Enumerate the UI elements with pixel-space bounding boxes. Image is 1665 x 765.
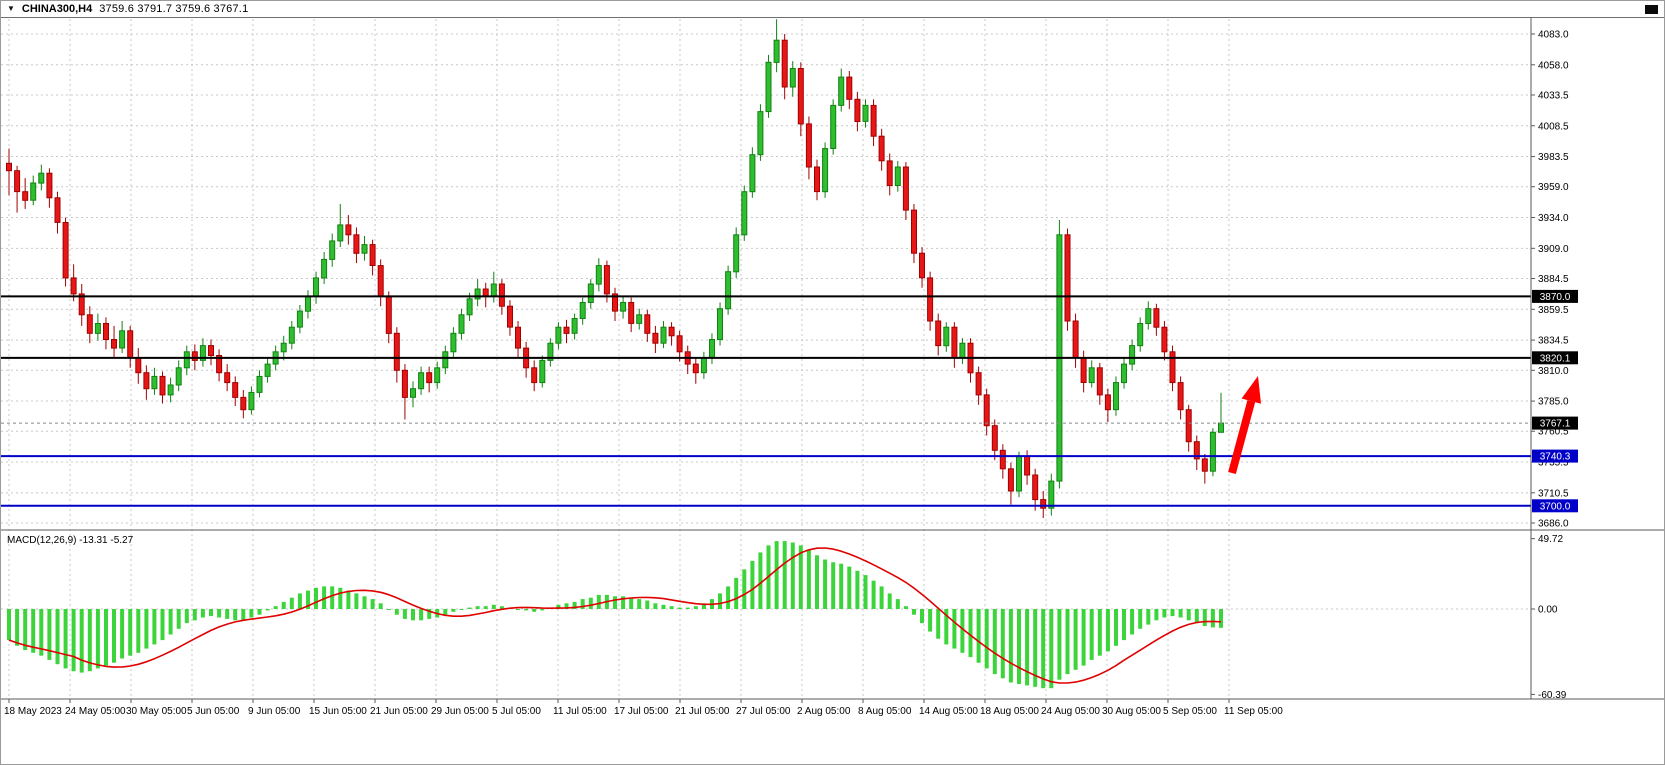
svg-text:30 Aug 05:00: 30 Aug 05:00 bbox=[1102, 706, 1161, 717]
svg-text:21 Jun 05:00: 21 Jun 05:00 bbox=[370, 706, 428, 717]
svg-text:14 Aug 05:00: 14 Aug 05:00 bbox=[919, 706, 978, 717]
svg-text:3884.5: 3884.5 bbox=[1538, 274, 1569, 285]
svg-text:3909.0: 3909.0 bbox=[1538, 244, 1569, 255]
svg-text:3820.1: 3820.1 bbox=[1540, 353, 1571, 364]
svg-text:5 Jul 05:00: 5 Jul 05:00 bbox=[492, 706, 541, 717]
svg-text:3810.0: 3810.0 bbox=[1538, 366, 1569, 377]
macd-signal-line bbox=[8, 547, 1222, 684]
svg-text:4058.0: 4058.0 bbox=[1538, 60, 1569, 71]
svg-text:18 Aug 05:00: 18 Aug 05:00 bbox=[980, 706, 1039, 717]
svg-text:24 Aug 05:00: 24 Aug 05:00 bbox=[1041, 706, 1100, 717]
svg-text:3710.5: 3710.5 bbox=[1538, 488, 1569, 499]
svg-text:3760.5: 3760.5 bbox=[1538, 427, 1569, 438]
svg-text:49.72: 49.72 bbox=[1538, 534, 1563, 545]
time-axis-labels: 18 May 2023 24 May 05:00 30 May 05:00 5 Jun… bbox=[4, 699, 1283, 717]
window-control-square[interactable] bbox=[1645, 4, 1658, 14]
svg-text:11 Jul 05:00: 11 Jul 05:00 bbox=[553, 706, 607, 717]
chart-header: ▼ CHINA300,H4 3759.6 3791.7 3759.6 3767.… bbox=[1, 1, 1664, 18]
svg-text:0.00: 0.00 bbox=[1538, 605, 1558, 616]
svg-text:3959.0: 3959.0 bbox=[1538, 182, 1569, 193]
annotation-arrow-up[interactable] bbox=[1228, 376, 1261, 475]
symbol-dropdown-icon[interactable]: ▼ bbox=[7, 4, 15, 13]
svg-text:-60.39: -60.39 bbox=[1538, 690, 1567, 701]
svg-text:24 May 05:00: 24 May 05:00 bbox=[65, 706, 126, 717]
svg-text:3700.0: 3700.0 bbox=[1540, 501, 1571, 512]
symbol-timeframe-label: CHINA300,H4 bbox=[21, 3, 93, 15]
macd-histogram bbox=[7, 541, 1223, 689]
horizontal-levels[interactable] bbox=[1, 295, 1531, 507]
price-axis-background bbox=[1532, 18, 1664, 764]
svg-text:5 Jun 05:00: 5 Jun 05:00 bbox=[187, 706, 240, 717]
macd-indicator-label: MACD(12,26,9) -13.31 -5.27 bbox=[7, 535, 134, 546]
svg-text:15 Jun 05:00: 15 Jun 05:00 bbox=[309, 706, 367, 717]
ohlc-readout: 3759.6 3791.7 3759.6 3767.1 bbox=[99, 3, 249, 15]
svg-text:5 Sep 05:00: 5 Sep 05:00 bbox=[1163, 706, 1217, 717]
svg-text:3686.0: 3686.0 bbox=[1538, 519, 1569, 530]
svg-text:3834.5: 3834.5 bbox=[1538, 336, 1569, 347]
svg-text:8 Aug 05:00: 8 Aug 05:00 bbox=[858, 706, 912, 717]
svg-text:17 Jul 05:00: 17 Jul 05:00 bbox=[614, 706, 669, 717]
svg-text:3735.5: 3735.5 bbox=[1538, 458, 1569, 469]
svg-text:3767.1: 3767.1 bbox=[1540, 419, 1571, 430]
svg-text:3870.0: 3870.0 bbox=[1540, 292, 1571, 303]
svg-text:3785.0: 3785.0 bbox=[1538, 397, 1569, 408]
svg-text:9 Jun 05:00: 9 Jun 05:00 bbox=[248, 706, 301, 717]
svg-text:30 May 05:00: 30 May 05:00 bbox=[126, 706, 187, 717]
price-axis-labels: 4083.0 4058.0 4033.5 4008.5 3983.5 3959.0 3934… bbox=[1531, 30, 1569, 701]
svg-text:3740.3: 3740.3 bbox=[1540, 452, 1571, 463]
svg-text:18 May 2023: 18 May 2023 bbox=[4, 706, 62, 717]
svg-text:3983.5: 3983.5 bbox=[1538, 152, 1569, 163]
gridlines bbox=[1, 19, 1531, 699]
svg-text:3859.5: 3859.5 bbox=[1538, 305, 1569, 316]
svg-text:11 Sep 05:00: 11 Sep 05:00 bbox=[1224, 706, 1283, 717]
svg-text:3934.0: 3934.0 bbox=[1538, 213, 1569, 224]
svg-text:4033.5: 4033.5 bbox=[1538, 90, 1569, 101]
svg-text:4008.5: 4008.5 bbox=[1538, 121, 1569, 132]
svg-text:2 Aug 05:00: 2 Aug 05:00 bbox=[797, 706, 851, 717]
chart-canvas[interactable]: 4083.0 4058.0 4033.5 4008.5 3983.5 3959.0 3934… bbox=[1, 18, 1664, 764]
axis-lines bbox=[1, 18, 1664, 700]
svg-text:21 Jul 05:00: 21 Jul 05:00 bbox=[675, 706, 730, 717]
candlesticks bbox=[6, 19, 1224, 519]
svg-text:4083.0: 4083.0 bbox=[1538, 30, 1569, 41]
svg-text:27 Jul 05:00: 27 Jul 05:00 bbox=[736, 706, 791, 717]
svg-text:29 Jun 05:00: 29 Jun 05:00 bbox=[431, 706, 489, 717]
price-level-tags: 3870.0 3820.1 3740.3 3700.0 3767.1 bbox=[1532, 289, 1578, 513]
